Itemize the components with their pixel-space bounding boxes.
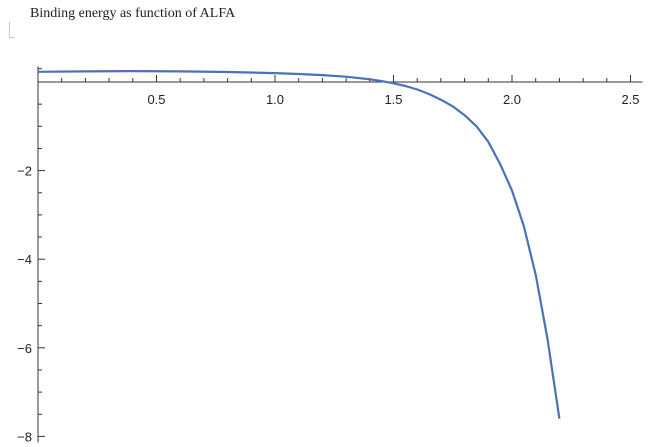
cell-title: Binding energy as function of ALFA	[30, 6, 236, 21]
y-tick-label: −8	[17, 429, 32, 444]
x-tick-label: 2.5	[621, 92, 639, 107]
y-tick-label: −4	[17, 252, 32, 267]
x-tick-label: 1.5	[384, 92, 402, 107]
x-tick-label: 1.0	[266, 92, 284, 107]
x-tick-label: 0.5	[147, 92, 165, 107]
series-line	[37, 70, 561, 419]
x-tick-label: 2.0	[503, 92, 521, 107]
cell-bracket[interactable]	[9, 22, 15, 38]
y-tick-label: −2	[17, 164, 32, 179]
y-tick-label: −6	[17, 341, 32, 356]
